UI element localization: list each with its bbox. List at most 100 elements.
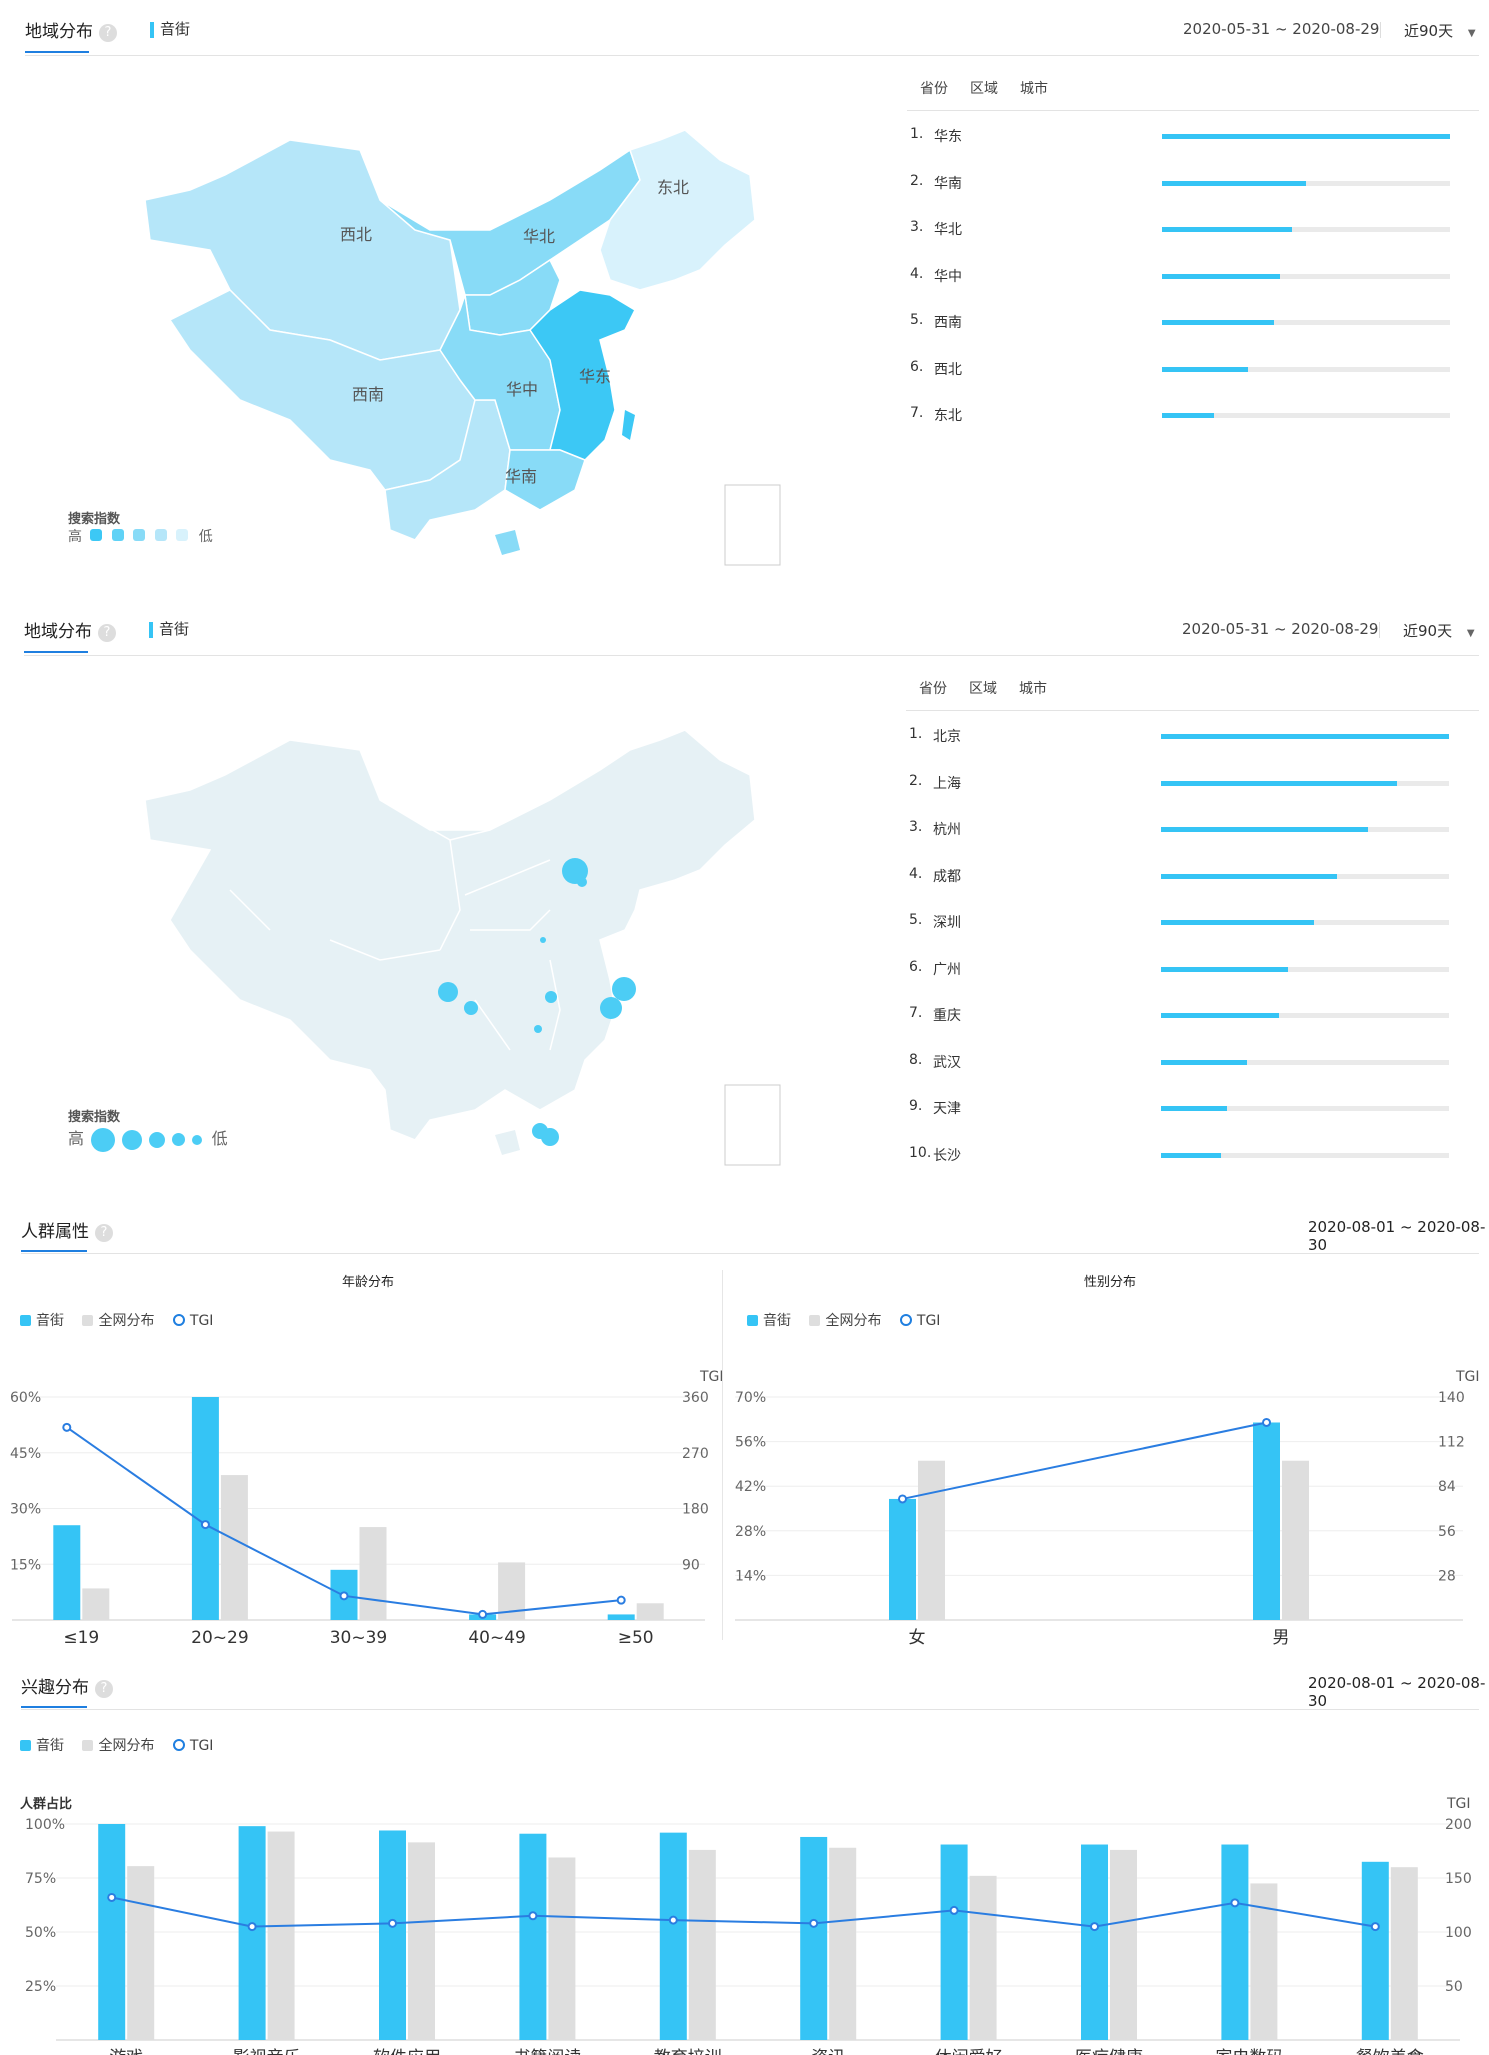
- tgi-point[interactable]: [949, 1905, 959, 1915]
- tgi-point[interactable]: [200, 1520, 210, 1530]
- tgi-point[interactable]: [668, 1915, 678, 1925]
- city-bubble-small[interactable]: [540, 937, 546, 943]
- tgi-point[interactable]: [388, 1918, 397, 1928]
- ranking-row[interactable]: 5. 西南: [910, 312, 1482, 332]
- bar-all[interactable]: [829, 1847, 857, 2040]
- tgi-point[interactable]: [1230, 1898, 1240, 1908]
- bar-all[interactable]: [267, 1831, 295, 2040]
- legend-all[interactable]: 全网分布: [82, 1313, 154, 1329]
- ranking-row[interactable]: 1. 北京: [909, 726, 1481, 746]
- city-bubble-hangzhou[interactable]: [600, 997, 622, 1019]
- tgi-point[interactable]: [616, 1595, 626, 1605]
- bar-keyword[interactable]: [607, 1614, 635, 1620]
- tgi-point[interactable]: [898, 1494, 907, 1504]
- crowd-tab[interactable]: 人群属性?: [21, 1217, 113, 1242]
- bar-all[interactable]: [127, 1866, 155, 2040]
- bar-all[interactable]: [1390, 1867, 1418, 2040]
- ranking-row[interactable]: 3. 华北: [910, 219, 1482, 239]
- city-bubble-shanghai[interactable]: [612, 977, 636, 1001]
- rank-bar-track: [1161, 1059, 1449, 1065]
- bar-keyword[interactable]: [379, 1830, 406, 2040]
- ranking-row[interactable]: 6. 广州: [909, 959, 1481, 979]
- legend-all[interactable]: 全网分布: [82, 1738, 154, 1754]
- bar-keyword[interactable]: [1221, 1844, 1249, 2040]
- legend-keyword[interactable]: 音街: [20, 1738, 64, 1754]
- city-bubble-guangzhou[interactable]: [532, 1123, 548, 1139]
- help-icon[interactable]: ?: [98, 623, 116, 642]
- interest-tab[interactable]: 兴趣分布?: [21, 1673, 113, 1698]
- bar-all[interactable]: [636, 1603, 664, 1620]
- bar-all[interactable]: [1282, 1460, 1309, 1620]
- bar-keyword[interactable]: [53, 1525, 81, 1620]
- bar-all[interactable]: [969, 1875, 997, 2040]
- help-icon[interactable]: ?: [99, 23, 117, 42]
- ranking-row[interactable]: 5. 深圳: [909, 912, 1481, 932]
- tgi-point[interactable]: [247, 1922, 257, 1932]
- ranking-row[interactable]: 10. 长沙: [909, 1145, 1481, 1165]
- bar-keyword[interactable]: [98, 1824, 126, 2040]
- ranking-row[interactable]: 4. 华中: [910, 266, 1482, 286]
- bar-keyword[interactable]: [191, 1397, 219, 1620]
- bar-keyword[interactable]: [1361, 1861, 1389, 2040]
- city-bubble-changsha[interactable]: [534, 1025, 542, 1033]
- tgi-point[interactable]: [528, 1911, 538, 1921]
- ranking-row[interactable]: 7. 重庆: [909, 1005, 1481, 1025]
- tab-province[interactable]: 省份: [919, 681, 947, 697]
- tgi-point[interactable]: [809, 1918, 819, 1928]
- ranking-row[interactable]: 9. 天津: [909, 1098, 1481, 1118]
- legend-all[interactable]: 全网分布: [809, 1313, 881, 1329]
- tab-region[interactable]: 区域: [970, 81, 998, 97]
- city-bubble-wuhan[interactable]: [545, 991, 557, 1003]
- bar-all[interactable]: [408, 1842, 435, 2040]
- ranking-row[interactable]: 2. 上海: [909, 773, 1481, 793]
- ranking-row[interactable]: 6. 西北: [910, 359, 1482, 379]
- bar-all[interactable]: [1110, 1849, 1137, 2040]
- period-select[interactable]: 近90天 ▼: [1403, 620, 1475, 641]
- bar-keyword[interactable]: [238, 1826, 266, 2040]
- legend-keyword[interactable]: 音街: [747, 1313, 791, 1329]
- ranking-row[interactable]: 8. 武汉: [909, 1052, 1481, 1072]
- tgi-point[interactable]: [1262, 1417, 1271, 1427]
- tab-city[interactable]: 城市: [1019, 681, 1047, 697]
- help-icon[interactable]: ?: [95, 1223, 113, 1242]
- bar-keyword[interactable]: [659, 1832, 687, 2040]
- bar-all[interactable]: [918, 1460, 945, 1620]
- tab-region[interactable]: 区域: [969, 681, 997, 697]
- tab-province[interactable]: 省份: [920, 81, 948, 97]
- legend-keyword[interactable]: 音街: [20, 1313, 64, 1329]
- bar-all[interactable]: [82, 1588, 110, 1620]
- bar-keyword[interactable]: [1253, 1422, 1280, 1620]
- bar-all[interactable]: [688, 1849, 716, 2040]
- tgi-point[interactable]: [1370, 1922, 1380, 1932]
- ranking-row[interactable]: 7. 东北: [910, 405, 1482, 425]
- city-bubble-chengdu[interactable]: [438, 982, 458, 1002]
- help-icon[interactable]: ?: [95, 1679, 113, 1698]
- bar-all[interactable]: [220, 1475, 248, 1620]
- city-bubble-tianjin[interactable]: [577, 877, 587, 887]
- legend-tgi[interactable]: TGI: [172, 1738, 213, 1754]
- tgi-point[interactable]: [478, 1609, 488, 1619]
- bar-keyword[interactable]: [940, 1844, 968, 2040]
- ranking-row[interactable]: 3. 杭州: [909, 819, 1481, 839]
- ranking-row[interactable]: 2. 华南: [910, 173, 1482, 193]
- bar-keyword[interactable]: [1081, 1844, 1108, 2040]
- tgi-point[interactable]: [339, 1591, 349, 1601]
- tgi-point[interactable]: [62, 1422, 72, 1432]
- bar-all[interactable]: [548, 1857, 576, 2040]
- bar-keyword[interactable]: [519, 1833, 547, 2040]
- legend-tgi[interactable]: TGI: [172, 1313, 213, 1329]
- region-tab[interactable]: 地域分布?: [25, 17, 117, 42]
- bar-all[interactable]: [359, 1527, 387, 1620]
- ranking-row[interactable]: 4. 成都: [909, 866, 1481, 886]
- bar-keyword[interactable]: [800, 1836, 828, 2040]
- tgi-point[interactable]: [1090, 1922, 1099, 1932]
- bar-keyword[interactable]: [889, 1498, 916, 1620]
- city-bubble-chongqing[interactable]: [464, 1001, 478, 1015]
- city-tab[interactable]: 地域分布?: [24, 617, 116, 642]
- ranking-row[interactable]: 1. 华东: [910, 126, 1482, 146]
- y2-axis-label: TGI: [1455, 1369, 1480, 1385]
- legend-tgi[interactable]: TGI: [899, 1313, 940, 1329]
- period-select[interactable]: 近90天 ▼: [1404, 20, 1476, 41]
- tgi-point[interactable]: [107, 1892, 117, 1902]
- tab-city[interactable]: 城市: [1020, 81, 1048, 97]
